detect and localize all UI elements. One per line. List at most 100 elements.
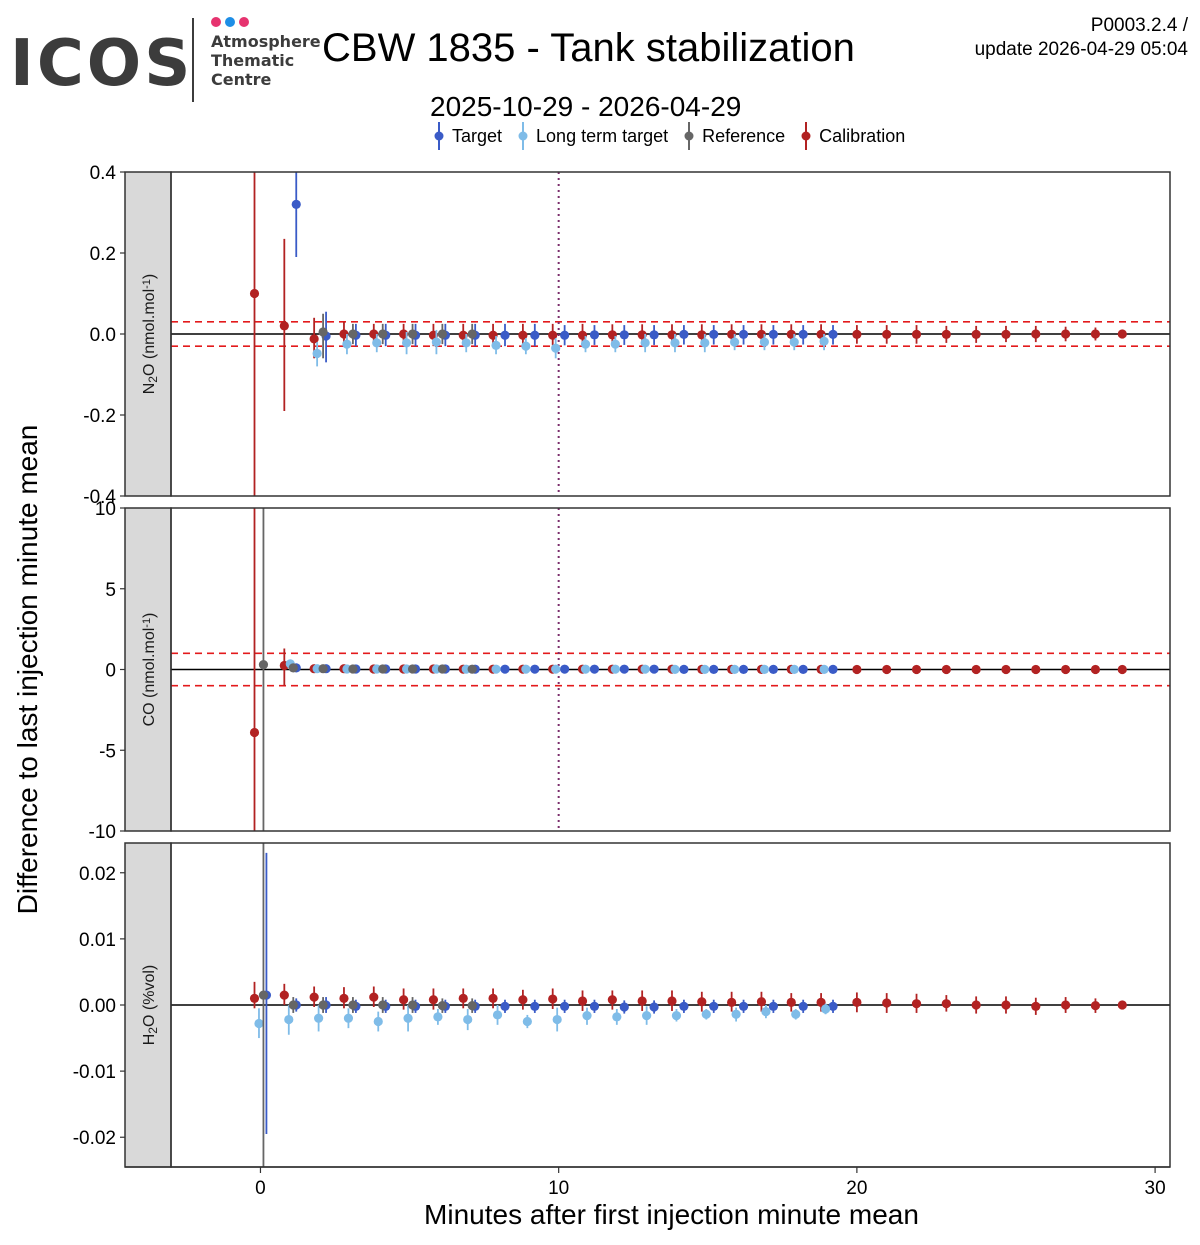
data-point <box>798 1001 808 1011</box>
x-tick-label: 30 <box>1145 1178 1166 1199</box>
data-point <box>548 994 558 1004</box>
data-point <box>589 664 600 674</box>
legend-label: Reference <box>702 125 786 146</box>
data-point <box>399 995 409 1005</box>
y-tick-label: 0 <box>105 661 116 682</box>
data-point <box>700 664 710 674</box>
data-point <box>768 664 778 674</box>
data-point <box>911 664 922 675</box>
panel-border <box>170 171 1171 497</box>
data-point <box>428 995 439 1005</box>
data-point <box>1031 1001 1041 1011</box>
data-point <box>791 1009 801 1019</box>
data-point <box>467 329 477 339</box>
data-point <box>709 1001 719 1011</box>
data-point <box>1090 1001 1101 1011</box>
data-point <box>1061 329 1071 339</box>
data-point <box>828 664 838 674</box>
legend-item-reference: Reference <box>682 122 785 150</box>
legend-key-long-term-target <box>518 122 528 150</box>
data-point <box>1090 329 1101 339</box>
data-point <box>709 664 719 674</box>
panel-h2o: H2O (%vol) -0.02 -0.01 0.00 0.01 0.02 <box>73 842 1171 1168</box>
data-point <box>431 337 442 347</box>
data-point <box>1117 1000 1127 1010</box>
data-point <box>378 1000 388 1010</box>
version-line: P0003.2.4 / <box>1090 15 1188 36</box>
data-point <box>518 330 528 340</box>
data-point <box>819 336 829 346</box>
data-point <box>1031 664 1041 675</box>
data-point <box>407 1000 418 1010</box>
data-point <box>852 664 862 675</box>
data-point <box>577 996 588 1006</box>
legend-item-calibration: Calibration <box>799 122 905 150</box>
y-tick-label: 0.4 <box>90 163 117 184</box>
data-point <box>378 329 388 339</box>
data-point <box>372 338 382 348</box>
data-point <box>1061 1000 1071 1010</box>
data-point <box>403 1013 413 1023</box>
data-point <box>348 664 358 674</box>
data-point <box>612 1012 622 1022</box>
data-point <box>761 1007 771 1017</box>
data-point <box>500 330 510 340</box>
data-point <box>786 997 796 1007</box>
data-point <box>249 288 260 299</box>
data-point <box>463 1014 473 1025</box>
data-point <box>288 1000 298 1010</box>
data-point <box>407 329 418 339</box>
data-point <box>530 664 540 674</box>
data-point <box>500 1001 510 1011</box>
data-point <box>582 1010 592 1021</box>
data-point <box>530 1001 540 1011</box>
data-point <box>318 327 328 337</box>
icos-logo: ICOS Atmosphere Thematic Centre <box>10 14 321 104</box>
data-point <box>679 329 689 340</box>
logo-dot-2 <box>225 17 235 27</box>
data-point <box>279 990 289 1000</box>
series-long-term-target <box>254 1003 831 1039</box>
data-point <box>759 664 770 674</box>
data-point <box>819 664 829 674</box>
y-tick-label: -5 <box>99 741 116 762</box>
data-point <box>730 337 740 347</box>
data-point <box>619 664 629 674</box>
y-tick-label: 10 <box>95 499 116 520</box>
data-point <box>284 1014 294 1025</box>
panel-data <box>171 172 1170 496</box>
panel-border <box>170 507 1171 832</box>
data-point <box>727 997 737 1007</box>
panel-co: CO (nmol.mol-1) -10 -5 0 5 10 <box>89 499 1171 843</box>
y-tick-label: -0.4 <box>83 487 116 508</box>
legend-label: Long term target <box>536 125 669 146</box>
data-point <box>1117 664 1127 675</box>
data-point <box>619 1002 629 1012</box>
x-tick-label: 20 <box>846 1178 867 1199</box>
legend-item-target: Target <box>432 122 502 150</box>
logo-word: ICOS <box>10 27 193 101</box>
chart-title: CBW 1835 - Tank stabilization <box>322 26 855 70</box>
data-point <box>437 664 447 674</box>
panel-n2o: N2O (nmol.mol-1) -0.4 -0.2 0.0 0.2 0.4 <box>83 163 1171 508</box>
data-point <box>500 664 510 674</box>
data-point <box>249 993 260 1003</box>
data-point <box>738 664 749 674</box>
series-reference <box>258 843 477 1167</box>
data-point <box>458 993 468 1003</box>
logo-dot-3 <box>239 17 249 27</box>
data-point <box>1031 329 1041 339</box>
data-point <box>373 1016 383 1027</box>
data-point <box>560 664 570 674</box>
data-point <box>971 329 981 340</box>
data-point <box>1001 664 1011 675</box>
x-tick-label: 0 <box>255 1178 266 1199</box>
data-point <box>697 997 707 1007</box>
data-point <box>551 664 561 674</box>
legend-key-calibration <box>801 122 811 150</box>
data-point <box>1117 329 1127 339</box>
data-point <box>820 1004 831 1014</box>
facet-strip <box>124 171 172 497</box>
data-point <box>679 664 689 674</box>
data-point <box>369 992 379 1002</box>
